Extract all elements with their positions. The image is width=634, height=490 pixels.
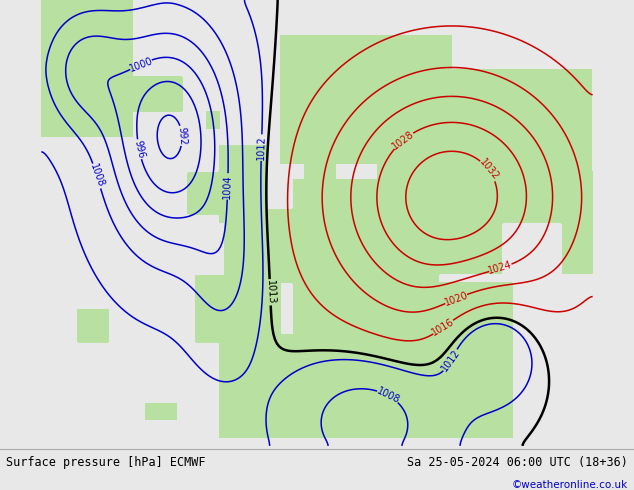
Text: 1024: 1024	[487, 260, 514, 276]
Text: Sa 25-05-2024 06:00 UTC (18+36): Sa 25-05-2024 06:00 UTC (18+36)	[407, 456, 628, 469]
Text: 1016: 1016	[430, 317, 456, 338]
Text: 1004: 1004	[223, 174, 233, 199]
Text: 1020: 1020	[443, 290, 469, 308]
Text: 1028: 1028	[391, 129, 416, 151]
Text: ©weatheronline.co.uk: ©weatheronline.co.uk	[512, 480, 628, 490]
Text: 1008: 1008	[88, 163, 106, 189]
Text: 1008: 1008	[375, 386, 401, 405]
Text: 1013: 1013	[264, 280, 276, 305]
Text: 1012: 1012	[256, 135, 267, 160]
Text: 992: 992	[176, 126, 188, 146]
Text: 996: 996	[133, 139, 146, 159]
Text: 1032: 1032	[477, 157, 500, 183]
Text: Surface pressure [hPa] ECMWF: Surface pressure [hPa] ECMWF	[6, 456, 206, 469]
Text: 1000: 1000	[127, 55, 154, 74]
Text: 1012: 1012	[439, 347, 462, 373]
